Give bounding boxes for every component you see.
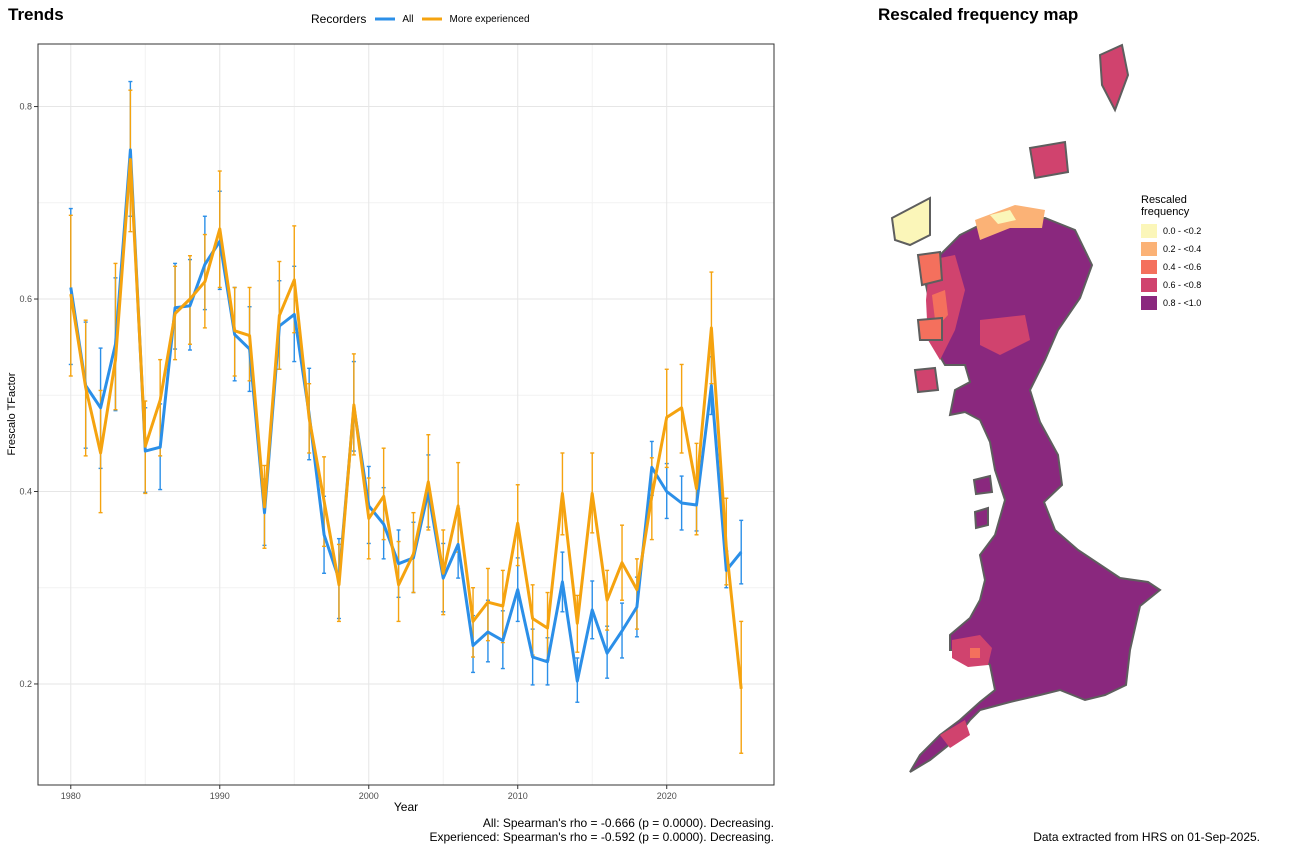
map-skye [916, 250, 944, 287]
legend-label-all: All [402, 13, 414, 25]
stats-all: All: Spearman's rho = -0.666 (p = 0.0000… [482, 816, 774, 830]
grid-layer [38, 44, 774, 785]
trends-chart: 1980 1990 2000 2010 2020 0.2 0.4 0.6 0.8 Year Fr… [6, 43, 775, 814]
y-tick-label: 0.6 [19, 294, 32, 304]
map-mull [916, 316, 943, 341]
map-western-isles [890, 196, 931, 247]
x-tick-label: 2010 [508, 791, 528, 801]
y-axis-label: Frescalo TFactor [6, 372, 18, 455]
map-footer: Data extracted from HRS on 01-Sep-2025. [1033, 830, 1260, 844]
map-legend-label-0: 0.0 - <0.2 [1163, 226, 1202, 236]
map-southwest-patch [940, 720, 970, 748]
map-wales-core [970, 648, 980, 658]
line-layer [69, 148, 743, 689]
y-tick-label: 0.8 [19, 102, 32, 112]
map-shetland [1098, 43, 1130, 113]
map-legend-title-line-2: frequency [1141, 206, 1190, 218]
gb-frequency-map [890, 43, 1162, 773]
map-highland-patch [975, 205, 1045, 240]
legend-key-all [375, 17, 396, 21]
map-legend-item-4: 0.8 - <1.0 [1141, 294, 1201, 312]
map-legend-title-line-1: Rescaled [1141, 194, 1187, 206]
map-isle-of-man [973, 506, 989, 530]
map-orkney [1028, 140, 1070, 180]
legend-title: Recorders [311, 12, 367, 26]
map-highland-patch-core [990, 210, 1016, 224]
map-legend-label-1: 0.2 - <0.4 [1163, 244, 1202, 254]
y-tick-label: 0.4 [19, 486, 32, 496]
x-tick-label: 2020 [657, 791, 677, 801]
tick-layer: 1980 1990 2000 2010 2020 0.2 0.4 0.6 0.8 [19, 102, 676, 801]
map-legend-swatch-4 [1141, 296, 1157, 310]
plot-panel-border [37, 43, 775, 786]
map-legend: Rescaled frequency 0.0 - <0.2 0.2 - <0.4… [1141, 194, 1201, 312]
stats-experienced: Experienced: Spearman's rho = -0.592 (p … [429, 830, 775, 844]
map-title: Rescaled frequency map [878, 5, 1079, 24]
map-legend-item-2: 0.4 - <0.6 [1141, 258, 1201, 276]
x-tick-label: 1990 [210, 791, 230, 801]
trends-legend: Recorders All More experienced [311, 12, 530, 26]
map-legend-item-3: 0.6 - <0.8 [1141, 276, 1201, 294]
map-mainland-region [909, 216, 1162, 773]
series-line-all [69, 148, 743, 683]
legend-key-experienced [422, 17, 443, 21]
legend-label-experienced: More experienced [449, 13, 530, 25]
map-legend-item-0: 0.0 - <0.2 [1141, 222, 1201, 240]
errorbar-layer [68, 80, 744, 754]
map-islay [913, 366, 940, 394]
stats-footer: All: Spearman's rho = -0.666 (p = 0.0000… [380, 816, 775, 844]
map-legend-swatch-2 [1141, 260, 1157, 274]
map-legend-swatch-0 [1141, 224, 1157, 238]
x-axis-label: Year [394, 800, 418, 814]
map-legend-label-3: 0.6 - <0.8 [1163, 280, 1202, 290]
series-line-experienced [69, 158, 743, 689]
x-tick-label: 1980 [61, 791, 81, 801]
map-legend-label-2: 0.4 - <0.6 [1163, 262, 1202, 272]
map-legend-swatch-3 [1141, 278, 1157, 292]
map-legend-swatch-1 [1141, 242, 1157, 256]
trends-title: Trends [8, 5, 64, 24]
x-tick-label: 2000 [359, 791, 379, 801]
legend-item-all: All [374, 14, 413, 25]
y-tick-label: 0.2 [19, 679, 32, 689]
map-legend-title: Rescaled frequency [1141, 194, 1201, 218]
map-cairngorm-patch [980, 315, 1030, 355]
map-legend-label-4: 0.8 - <1.0 [1163, 298, 1202, 308]
map-anglesey [972, 474, 994, 496]
legend-item-experienced: More experienced [421, 13, 530, 25]
map-legend-item-1: 0.2 - <0.4 [1141, 240, 1201, 258]
